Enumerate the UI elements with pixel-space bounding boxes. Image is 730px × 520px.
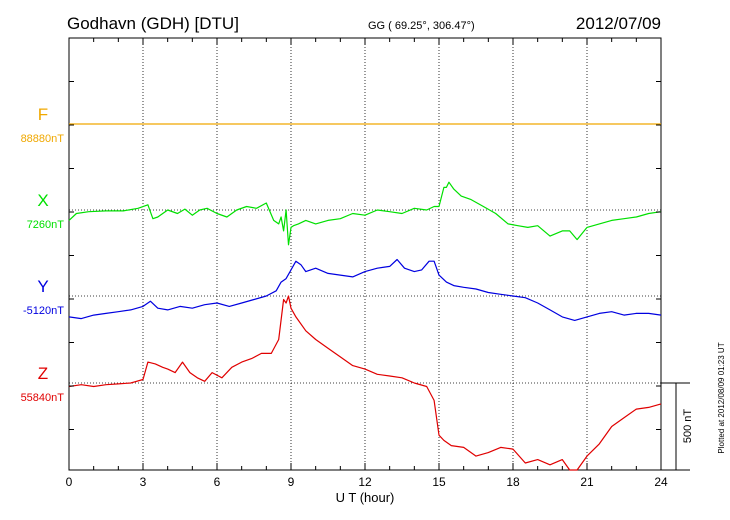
- series-lines: [68, 123, 662, 471]
- series-name: Z: [38, 364, 48, 383]
- x-tick-label: 12: [358, 475, 372, 489]
- x-tick-label: 3: [140, 475, 147, 489]
- x-tick-label: 24: [654, 475, 668, 489]
- x-tick-label: 6: [214, 475, 221, 489]
- series-name: Y: [37, 277, 48, 296]
- series-name: F: [38, 105, 48, 124]
- series-baseline-label: 55840nT: [21, 392, 65, 404]
- chart-subtitle: GG ( 69.25°, 306.47°): [368, 20, 475, 32]
- series-line-Z: [68, 295, 662, 471]
- x-tick-label: 9: [288, 475, 295, 489]
- series-labels: F 88880nT X 7260nT Y -5120nT Z 55840nT: [21, 105, 65, 404]
- series-baseline-label: 88880nT: [21, 133, 65, 145]
- x-tick-label: 0: [66, 475, 73, 489]
- chart-title: Godhavn (GDH) [DTU]: [67, 14, 239, 33]
- plotted-note: Plotted at 2012/08/09 01:23 UT: [717, 342, 726, 453]
- x-axis: 0 3 6 9 12 15 18 21 24: [66, 37, 668, 489]
- x-axis-label: U T (hour): [336, 490, 395, 505]
- chart-date: 2012/07/09: [576, 14, 661, 33]
- x-tick-label: 21: [580, 475, 594, 489]
- scale-bar: 500 nT: [661, 382, 694, 471]
- series-line-X: [68, 181, 662, 246]
- scale-bar-label: 500 nT: [682, 409, 694, 444]
- grid: [69, 38, 661, 470]
- series-line-Y: [68, 258, 662, 321]
- x-tick-label: 15: [432, 475, 446, 489]
- series-baseline-label: -5120nT: [23, 305, 64, 317]
- series-baseline-label: 7260nT: [27, 219, 65, 231]
- x-tick-label: 18: [506, 475, 520, 489]
- series-name: X: [37, 191, 48, 210]
